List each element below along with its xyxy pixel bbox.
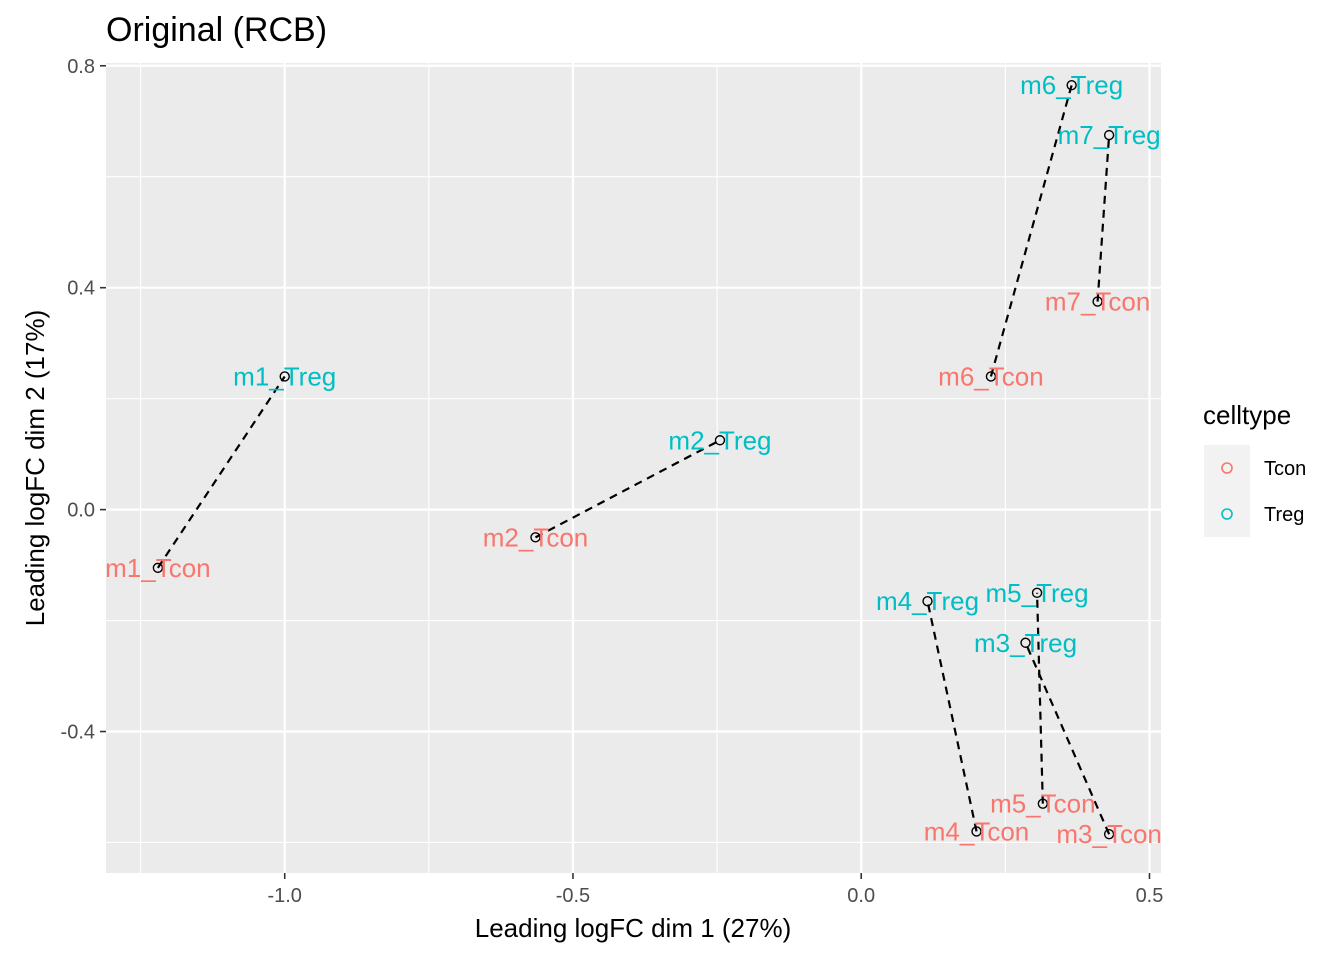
data-point [1037,798,1049,809]
point-label: m6_Tcon [938,361,1044,391]
legend-key-tcon [1204,445,1250,491]
data-points [152,79,1115,840]
y-axis-label: Leading logFC dim 2 (17%) [20,310,50,627]
data-point [1031,587,1043,599]
x-tick-label: -0.5 [556,885,590,907]
data-point [1103,129,1115,141]
y-tick-label: 0.8 [67,56,95,78]
point-label: m7_Tcon [1045,287,1151,317]
point-label: m1_Treg [233,361,336,391]
chart-title: Original (RCB) [106,11,327,49]
y-tick-label: 0.0 [67,500,95,522]
y-tick-label: 0.4 [67,278,95,300]
data-point [985,371,997,382]
point-label: m6_Treg [1020,70,1123,100]
legend: celltype Tcon Treg [1203,400,1306,537]
pair-line [156,375,286,569]
point-label: m3_Tcon [1056,819,1162,849]
pair-line [534,439,721,539]
pair-line [926,600,978,832]
point-label: m3_Treg [974,628,1077,658]
x-tick-label: 0.0 [847,885,875,907]
legend-label-treg: Treg [1264,504,1304,526]
data-point [279,371,290,382]
data-point [1020,637,1031,648]
point-label: m2_Tcon [483,522,589,552]
plot-panel [106,63,1161,873]
x-tick-label: -1.0 [267,885,301,907]
data-point [714,435,726,446]
legend-symbol-tcon [1221,462,1233,474]
data-point [1103,828,1115,840]
point-label: m7_Treg [1058,120,1161,150]
legend-title: celltype [1203,400,1291,430]
legend-key-treg [1204,491,1250,537]
pair-line [1035,592,1044,804]
data-point [1092,296,1103,307]
data-point [922,595,933,607]
point-label: m4_Tcon [924,816,1030,846]
x-tick-label: 0.5 [1136,885,1164,907]
legend-symbol-treg [1221,508,1233,520]
y-axis-ticks: 0.8 0.4 0.0 -0.4 [61,56,106,744]
legend-label-tcon: Tcon [1264,458,1306,480]
x-axis-ticks: -1.0 -0.5 0.0 0.5 [267,873,1163,907]
minor-gridlines [106,63,1161,873]
data-point [1066,79,1077,91]
y-tick-label: -0.4 [61,722,95,744]
data-point [530,532,541,543]
point-label: m2_Treg [668,425,771,455]
data-point [971,826,982,837]
point-label: m5_Treg [986,578,1089,608]
major-gridlines [106,63,1161,873]
point-label: m4_Treg [876,586,979,616]
point-label: m1_Tcon [105,553,211,583]
point-label: m5_Tcon [990,789,1096,819]
pair-lines [156,84,1111,835]
x-axis-label: Leading logFC dim 1 (27%) [475,913,792,943]
data-point [152,562,164,574]
